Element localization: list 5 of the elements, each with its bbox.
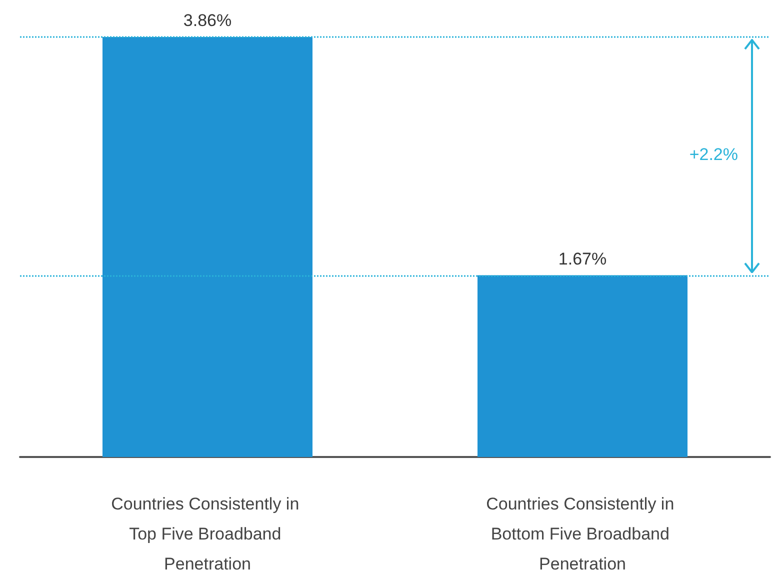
x-tick-label: Countries Consistently in Bottom Five Broadband Penetration [486,494,679,574]
annotation: +2.2% [689,145,738,166]
data-label: 1.67% [558,249,607,268]
x-tick-label: Countries Consistently in Top Five Broadband Penetration [111,494,304,574]
data-label: 3.86% [183,10,232,30]
